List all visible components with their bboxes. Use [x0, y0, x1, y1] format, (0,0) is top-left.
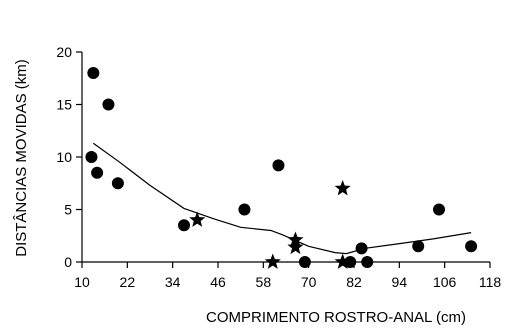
- data-point-star: [189, 211, 206, 227]
- data-point-circle: [433, 203, 445, 216]
- data-point-circle: [272, 159, 285, 172]
- y-tick-label: 0: [64, 254, 72, 270]
- data-point-star: [264, 253, 281, 269]
- data-point-circle: [238, 203, 251, 216]
- data-point-circle: [85, 151, 98, 163]
- y-tick-label: 10: [56, 149, 72, 165]
- trend-line-layer: [92, 142, 472, 255]
- y-tick-label: 20: [56, 44, 72, 60]
- data-point-circle: [178, 219, 190, 232]
- trend-line: [92, 142, 472, 255]
- axes: 0 5 10 15 20 10 22 34 46 58 70 82 94 106 118: [56, 44, 501, 290]
- x-tick-label: 82: [346, 274, 362, 290]
- x-tick-label: 46: [210, 274, 226, 290]
- x-tick-label: 22: [120, 274, 136, 290]
- data-point-star: [334, 253, 351, 269]
- data-point-circle: [102, 98, 115, 111]
- x-tick-label: 94: [392, 274, 408, 290]
- x-tick-label: 10: [74, 274, 90, 290]
- data-point-circle: [91, 166, 104, 179]
- data-point-star: [287, 238, 304, 255]
- y-tick-label: 5: [64, 202, 72, 218]
- data-point-circle: [111, 177, 124, 190]
- y-tick-label: 15: [56, 97, 72, 113]
- data-point-circle: [355, 242, 368, 255]
- data-point-circle: [412, 240, 425, 253]
- data-point-circle: [344, 256, 357, 268]
- x-tick-label: 70: [301, 274, 317, 290]
- data-point-circle: [361, 256, 374, 268]
- data-marks: [85, 67, 478, 269]
- x-tick-label: 58: [256, 274, 272, 290]
- data-point-circle: [465, 240, 478, 253]
- x-axis-label: COMPRIMENTO ROSTRO-ANAL (cm): [206, 309, 466, 326]
- data-point-circle: [87, 67, 100, 79]
- x-tick-label: 106: [433, 274, 457, 290]
- data-point-star: [334, 180, 351, 196]
- x-tick-label: 34: [165, 274, 181, 290]
- y-axis-label: DISTÂNCIAS MOVIDAS (km): [13, 59, 30, 257]
- x-tick-label: 118: [479, 274, 502, 290]
- data-point-circle: [298, 256, 311, 268]
